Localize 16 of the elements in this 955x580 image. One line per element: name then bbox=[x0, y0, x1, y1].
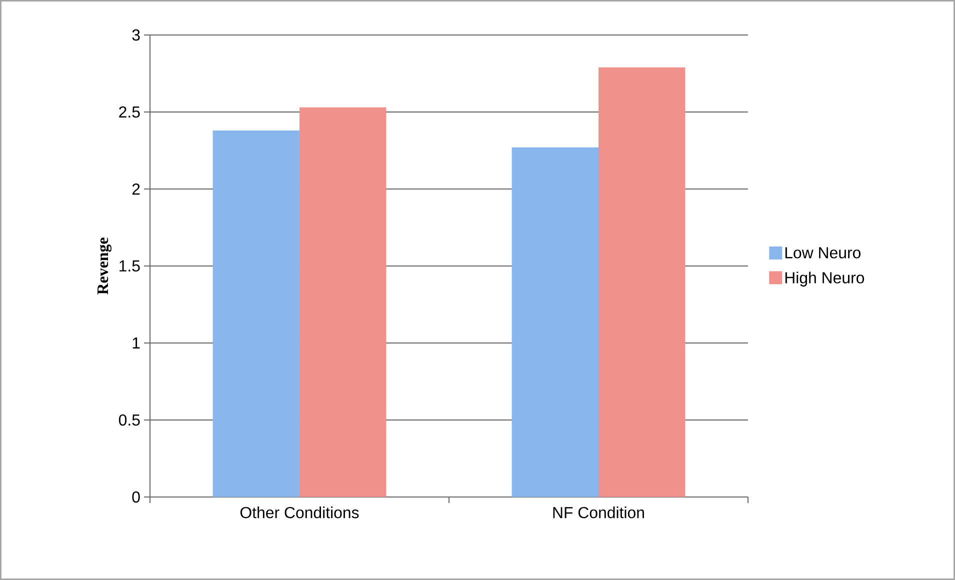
y-tick-label: 2 bbox=[132, 183, 140, 195]
legend-label: High Neuro bbox=[785, 272, 864, 287]
bar bbox=[212, 130, 300, 497]
y-tick-label: 0.5 bbox=[118, 414, 140, 426]
y-tick-label: 2.5 bbox=[119, 106, 140, 118]
y-tick-label: 3 bbox=[132, 29, 140, 41]
bar bbox=[300, 107, 386, 497]
y-axis-title: Revenge bbox=[98, 238, 112, 295]
bar bbox=[512, 147, 599, 497]
x-tick-label: NF Condition bbox=[553, 506, 644, 518]
y-tick-label: 1.5 bbox=[120, 260, 140, 272]
legend-label: Low Neuro bbox=[785, 247, 861, 258]
y-tick-label: 1 bbox=[132, 338, 140, 348]
x-tick-label: Other Conditions bbox=[240, 506, 359, 518]
bar bbox=[598, 67, 686, 497]
y-tick-label: 0 bbox=[132, 491, 140, 503]
